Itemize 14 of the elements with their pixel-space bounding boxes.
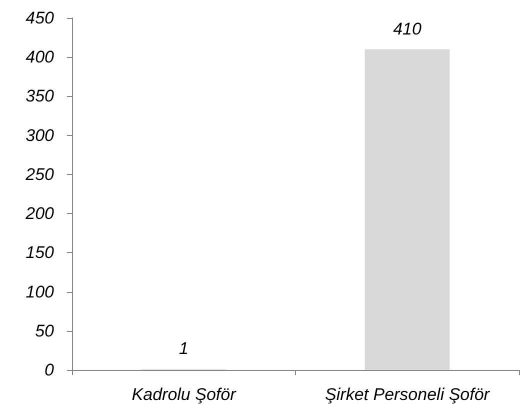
x-tick-label: Şirket Personeli Şoför	[325, 385, 491, 404]
y-tick-label: 150	[26, 243, 55, 262]
y-tick-label: 350	[26, 86, 55, 106]
data-label: 1	[179, 339, 188, 358]
y-tick-label: 450	[26, 8, 55, 28]
y-tick-label: 100	[26, 282, 55, 302]
y-tick-label: 400	[26, 48, 55, 67]
y-tick-label: 50	[35, 321, 55, 340]
y-tick-label: 250	[24, 164, 55, 184]
y-tick-label: 300	[26, 126, 55, 145]
y-tick-label: 0	[44, 360, 55, 380]
y-tick-label: 200	[24, 204, 55, 224]
x-tick-label: Kadrolu Şoför	[132, 385, 238, 404]
data-label: 410	[393, 19, 422, 38]
